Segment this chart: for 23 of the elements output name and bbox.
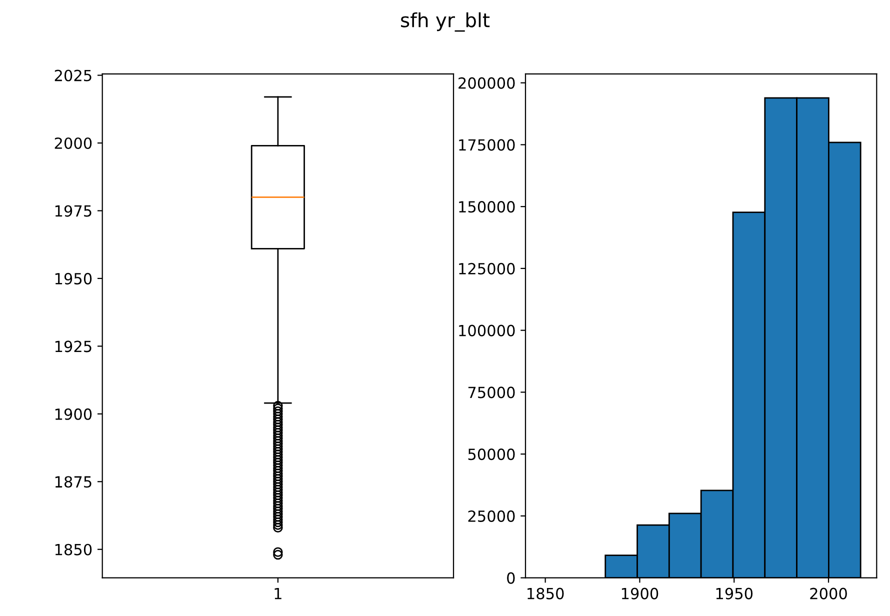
y-tick-label: 25000 xyxy=(468,510,515,522)
y-tick-label: 125000 xyxy=(459,262,515,274)
y-tick-label: 1875 xyxy=(55,476,92,488)
x-tick-label: 1900 xyxy=(622,588,658,600)
y-tick-label: 1900 xyxy=(55,408,92,420)
y-tick-label: 200000 xyxy=(458,77,515,89)
y-tick-label: 75000 xyxy=(468,386,515,398)
y-tick-label: 1950 xyxy=(55,272,92,284)
x-tick-label: 2000 xyxy=(810,588,847,600)
chart-title: sfh yr_blt xyxy=(401,12,490,32)
y-tick-label: 175000 xyxy=(459,139,515,151)
y-tick-label: 2000 xyxy=(54,137,92,150)
y-tick-label: 1850 xyxy=(55,544,92,556)
y-tick-label: 2025 xyxy=(54,70,92,82)
x-tick-label: 1950 xyxy=(716,588,753,600)
y-tick-label: 1925 xyxy=(55,340,92,352)
y-tick-label: 100000 xyxy=(459,324,515,336)
y-tick-label: 0 xyxy=(507,572,515,584)
y-tick-label: 1975 xyxy=(55,205,92,217)
x-tick-label: 1850 xyxy=(528,588,564,600)
x-tick-label: 1 xyxy=(274,588,282,600)
y-tick-label: 50000 xyxy=(468,448,515,460)
y-tick-label: 150000 xyxy=(459,201,515,213)
